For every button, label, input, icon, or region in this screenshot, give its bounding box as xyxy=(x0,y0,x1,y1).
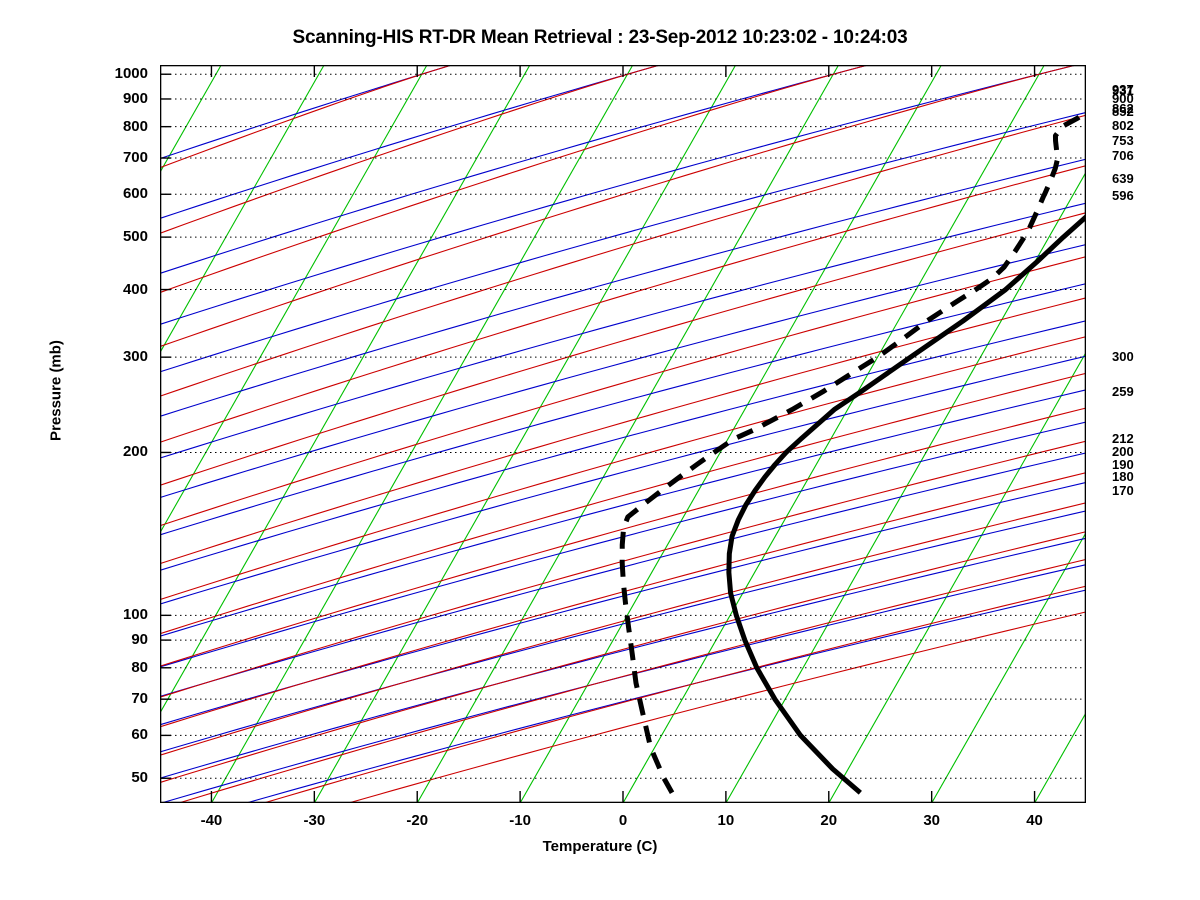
moist-adiabat-line xyxy=(160,212,1086,486)
dry-adiabat-line xyxy=(160,65,869,274)
moist-adiabat-line xyxy=(160,440,1086,698)
x-tick-label: 0 xyxy=(618,812,628,829)
dry-adiabat-line xyxy=(160,111,1086,373)
plot-area xyxy=(160,65,1086,803)
dry-adiabat-line xyxy=(160,65,1077,325)
right-tick-label: 170 xyxy=(1112,482,1134,498)
right-tick-label: 639 xyxy=(1112,171,1134,187)
isotherm-line xyxy=(313,65,737,803)
moist-adiabat-line xyxy=(160,407,1086,667)
y-tick-label: 50 xyxy=(131,769,148,787)
dry-adiabat-line xyxy=(160,421,1086,668)
dry-adiabat-line xyxy=(160,452,1086,698)
y-tick-label: 800 xyxy=(122,117,148,135)
plot-frame xyxy=(160,65,1086,803)
isotherm-line xyxy=(416,65,840,803)
moist-adiabat-line xyxy=(178,558,1086,803)
dry-adiabat-line xyxy=(246,589,1086,803)
dry-adiabat-line xyxy=(160,65,660,219)
dry-adiabat-line xyxy=(160,355,1086,605)
dry-adiabat-line xyxy=(160,243,1086,499)
moist-adiabat-line xyxy=(160,531,1086,784)
y-tick-label: 200 xyxy=(122,443,148,461)
right-tick-label: 300 xyxy=(1112,349,1134,365)
right-tick-label: 753 xyxy=(1112,132,1134,148)
x-tick-label: -10 xyxy=(509,812,531,829)
dry-adiabat-line xyxy=(160,320,1086,571)
background-lines xyxy=(160,65,1086,803)
y-tick-label: 60 xyxy=(131,726,148,744)
moist-adiabat-line xyxy=(160,256,1086,527)
page-title: Scanning-HIS RT-DR Mean Retrieval : 23-S… xyxy=(292,27,908,48)
right-tick-label: 937 xyxy=(1112,81,1134,97)
moist-adiabat-line xyxy=(160,472,1086,728)
dry-adiabat-line xyxy=(160,537,1086,779)
y-tick-label: 400 xyxy=(122,280,148,298)
isotherm-line xyxy=(519,65,942,803)
dry-adiabat-line xyxy=(160,202,1086,459)
y-tick-label: 900 xyxy=(122,89,148,107)
right-tick-label: 802 xyxy=(1112,118,1134,134)
moist-adiabat-line xyxy=(160,114,1086,397)
isotherm-line xyxy=(210,65,634,803)
moist-adiabat-line xyxy=(160,65,452,169)
y-tick-label: 300 xyxy=(122,348,148,366)
right-tick-label: 180 xyxy=(1112,469,1134,485)
right-tick-label: 931 xyxy=(1112,83,1134,99)
right-tick-label: 862 xyxy=(1112,101,1134,117)
y-tick-label: 80 xyxy=(131,658,148,676)
x-tick-label: -20 xyxy=(406,812,429,829)
y-tick-label: 90 xyxy=(131,631,148,649)
right-tick-label: 200 xyxy=(1112,444,1134,460)
dry-adiabat-line xyxy=(160,510,1086,753)
isotherm-line xyxy=(828,351,1086,803)
y-tick-label: 600 xyxy=(122,185,148,203)
isotherm-line xyxy=(1034,711,1086,803)
dry-adiabat-line xyxy=(160,65,452,160)
dewpoint-profile-curve xyxy=(619,109,1086,795)
right-tick-label: 596 xyxy=(1112,187,1134,203)
y-tick-label: 700 xyxy=(122,149,148,167)
moist-adiabat-line xyxy=(160,502,1086,756)
x-tick-label: 20 xyxy=(820,812,838,829)
y-axis-label: Pressure (mb) xyxy=(47,340,65,441)
y-tick-label: 500 xyxy=(122,228,148,246)
y-tick-label: 70 xyxy=(131,690,148,708)
isotherm-line xyxy=(160,65,222,174)
dry-adiabat-line xyxy=(160,389,1086,637)
moist-adiabat-line xyxy=(160,297,1086,565)
isotherm-line xyxy=(931,531,1086,803)
moist-adiabat-line xyxy=(348,611,1086,803)
moist-adiabat-line xyxy=(160,336,1086,601)
isotherm-line xyxy=(622,65,1045,803)
moist-adiabat-line xyxy=(160,165,1086,443)
y-tick-label: 1000 xyxy=(114,65,148,83)
moist-adiabat-line xyxy=(160,65,1077,348)
moist-adiabat-line xyxy=(160,65,660,234)
dry-adiabat-line xyxy=(161,564,1086,803)
dry-adiabat-line xyxy=(160,481,1086,726)
right-tick-label: 212 xyxy=(1112,430,1134,446)
x-tick-label: 30 xyxy=(923,812,940,829)
y-tick-label: 100 xyxy=(122,606,148,624)
isotherm-line xyxy=(160,65,428,534)
right-tick-label: 900 xyxy=(1112,90,1134,106)
moist-adiabat-line xyxy=(160,65,869,294)
temperature-profile-curve xyxy=(726,213,1086,795)
moist-adiabat-line xyxy=(160,372,1086,635)
isotherm-line xyxy=(725,171,1086,803)
right-tick-label: 259 xyxy=(1112,383,1134,399)
right-tick-label: 852 xyxy=(1112,103,1134,119)
x-tick-label: -30 xyxy=(303,812,326,829)
right-tick-label: 190 xyxy=(1112,456,1134,472)
data-series-group xyxy=(619,109,1086,795)
right-tick-label: 706 xyxy=(1112,148,1134,164)
dry-adiabat-line xyxy=(160,283,1086,536)
x-tick-label: 10 xyxy=(717,812,735,829)
x-tick-label: -40 xyxy=(200,812,223,829)
x-tick-label: 40 xyxy=(1026,812,1043,829)
dry-adiabat-line xyxy=(160,158,1086,417)
x-axis-label: Temperature (C) xyxy=(542,838,658,855)
